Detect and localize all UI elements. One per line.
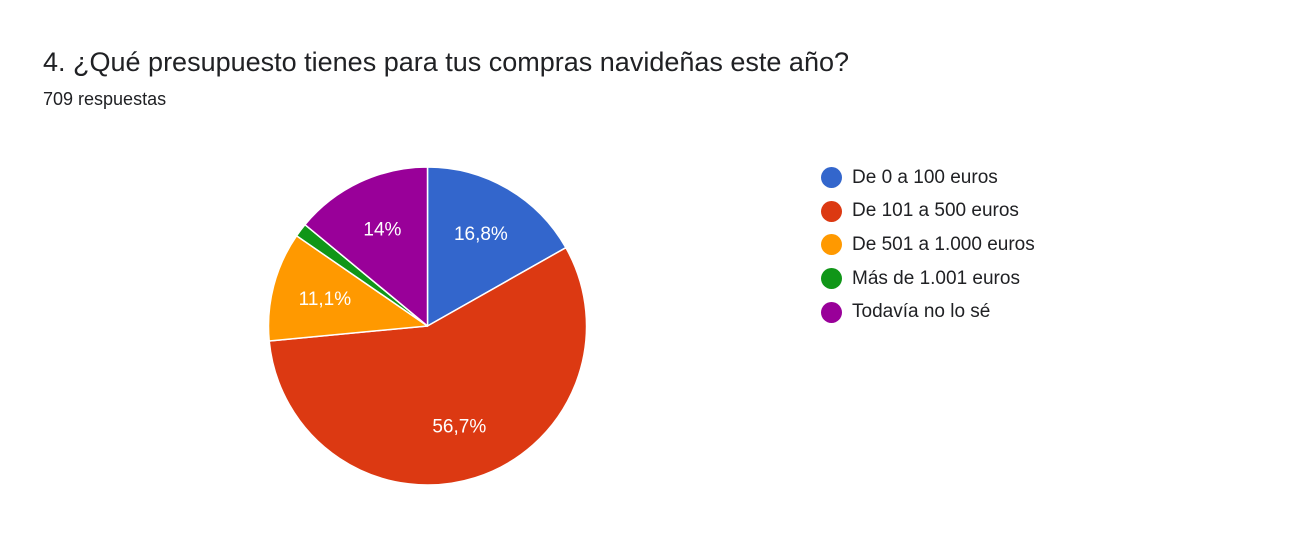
legend-item-4: Todavía no lo sé xyxy=(821,295,1035,329)
legend-item-1: De 101 a 500 euros xyxy=(821,195,1035,229)
legend-swatch-1 xyxy=(821,200,842,222)
pie-slice-label-4: 14% xyxy=(363,220,401,241)
pie-slice-label-2: 11,1% xyxy=(299,289,352,310)
pie-slice-0 xyxy=(426,166,567,327)
legend-swatch-2 xyxy=(821,234,842,256)
legend-label-0: De 0 a 100 euros xyxy=(852,166,998,188)
response-count: 709 respuestas xyxy=(43,89,167,109)
legend-label-3: Más de 1.001 euros xyxy=(852,267,1020,289)
legend-item-3: Más de 1.001 euros xyxy=(821,262,1035,296)
legend-label-2: De 501 a 1.000 euros xyxy=(852,233,1035,255)
legend-item-2: De 501 a 1.000 euros xyxy=(821,228,1035,262)
pie-slice-label-1: 56,7% xyxy=(432,417,486,438)
pie-slice-2 xyxy=(267,235,429,342)
question-title: 4. ¿Qué presupuesto tienes para tus comp… xyxy=(43,47,849,77)
pie-slice-1 xyxy=(268,246,588,486)
legend-item-0: De 0 a 100 euros xyxy=(821,161,1035,195)
legend-label-4: Todavía no lo sé xyxy=(852,301,991,323)
legend-swatch-4 xyxy=(821,301,842,323)
pie-slice-label-0: 16,8% xyxy=(454,224,508,245)
legend-swatch-0 xyxy=(821,167,842,189)
pie-slice-4 xyxy=(304,166,429,327)
legend-label-1: De 101 a 500 euros xyxy=(852,200,1019,222)
chart-legend: De 0 a 100 euros De 101 a 500 euros De 501… xyxy=(821,161,1035,329)
legend-swatch-3 xyxy=(821,268,842,290)
